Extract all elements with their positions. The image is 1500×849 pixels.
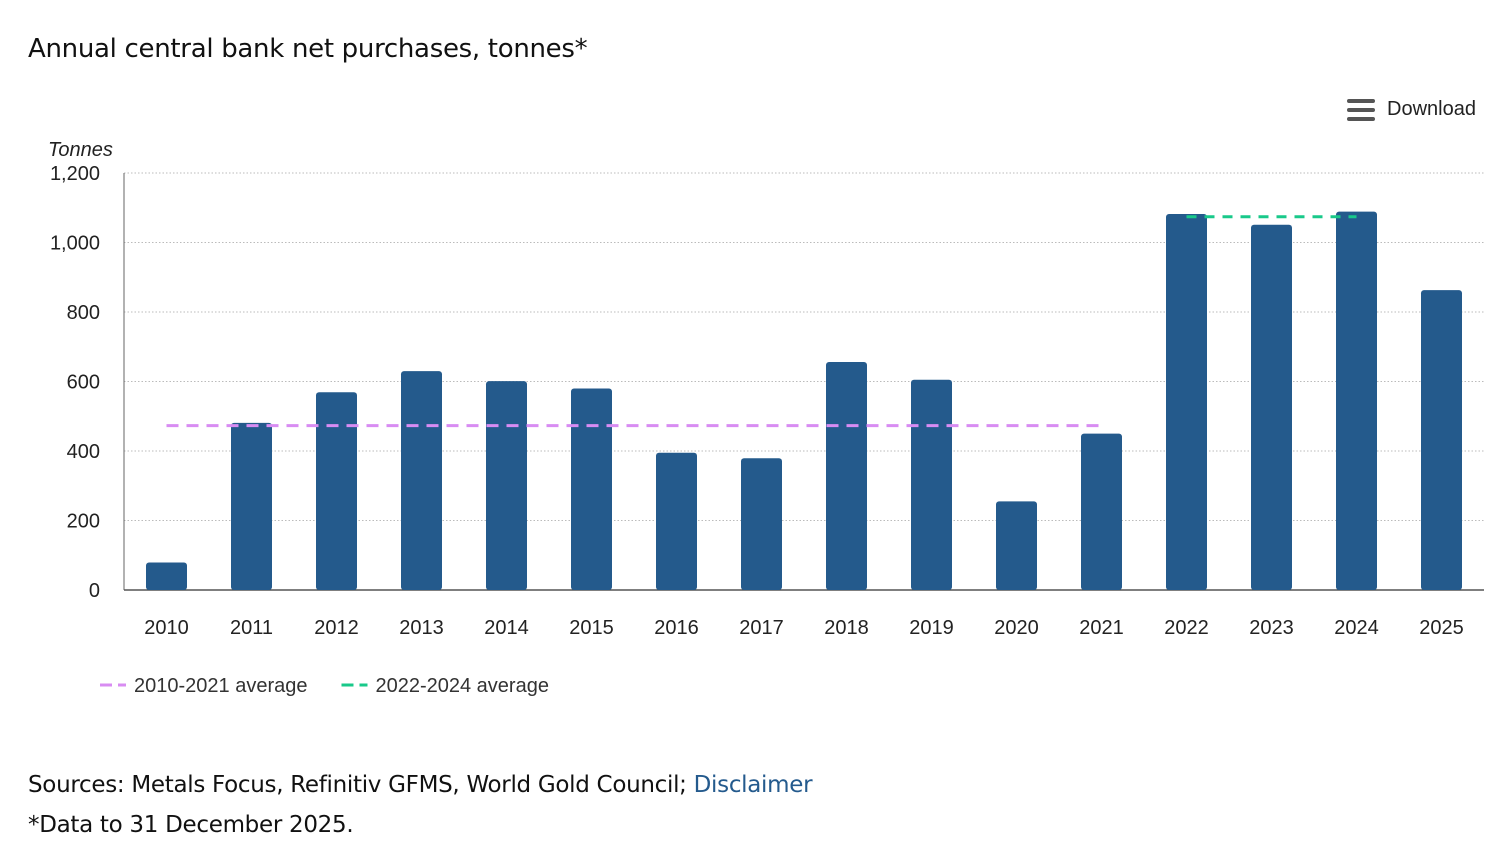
download-label: Download xyxy=(1387,98,1476,120)
download-button[interactable]: Download xyxy=(1347,98,1476,121)
y-tick-label: 800 xyxy=(67,302,100,324)
x-tick-label: 2018 xyxy=(824,617,869,639)
y-tick-label: 600 xyxy=(67,372,100,394)
bar xyxy=(571,388,612,590)
x-tick-label: 2012 xyxy=(314,617,359,639)
x-tick-label: 2013 xyxy=(399,617,444,639)
bar xyxy=(1336,211,1377,590)
sources-text: Sources: Metals Focus, Refinitiv GFMS, W… xyxy=(28,772,813,798)
y-axis-label: Tonnes xyxy=(48,139,113,161)
y-tick-label: 1,200 xyxy=(50,163,100,185)
y-tick-label: 400 xyxy=(67,441,100,463)
y-tick-label: 1,000 xyxy=(50,233,100,255)
bar xyxy=(826,362,867,590)
hamburger-menu-icon xyxy=(1347,98,1376,121)
bar xyxy=(1081,433,1122,590)
x-tick-label: 2010 xyxy=(144,617,189,639)
bar xyxy=(656,452,697,590)
x-tick-label: 2024 xyxy=(1334,617,1379,639)
x-tick-label: 2020 xyxy=(994,617,1039,639)
sources-label: Sources: Metals Focus, Refinitiv GFMS, W… xyxy=(28,772,694,798)
x-tick-label: 2023 xyxy=(1249,617,1294,639)
bar xyxy=(231,422,272,590)
y-tick-label: 200 xyxy=(67,511,100,533)
x-tick-label: 2022 xyxy=(1164,617,1209,639)
bar xyxy=(911,379,952,590)
disclaimer-link[interactable]: Disclaimer xyxy=(693,772,813,798)
chart-title: Annual central bank net purchases, tonne… xyxy=(28,34,588,64)
bar xyxy=(1251,224,1292,590)
y-tick-label: 0 xyxy=(89,580,100,602)
bar xyxy=(996,501,1037,590)
x-tick-label: 2015 xyxy=(569,617,614,639)
bar xyxy=(146,562,187,590)
bar xyxy=(401,371,442,590)
legend-label: 2010-2021 average xyxy=(134,675,307,697)
bar xyxy=(1421,290,1462,590)
bar xyxy=(741,458,782,590)
x-tick-label: 2017 xyxy=(739,617,784,639)
footnote: *Data to 31 December 2025. xyxy=(28,812,354,838)
legend-label: 2022-2024 average xyxy=(375,675,548,697)
x-tick-label: 2019 xyxy=(909,617,954,639)
x-tick-label: 2025 xyxy=(1419,617,1464,639)
x-tick-label: 2021 xyxy=(1079,617,1124,639)
bar xyxy=(486,381,527,590)
bar xyxy=(1166,214,1207,590)
bar xyxy=(316,392,357,590)
x-tick-label: 2011 xyxy=(230,617,273,639)
x-tick-label: 2016 xyxy=(654,617,699,639)
x-tick-label: 2014 xyxy=(484,617,529,639)
